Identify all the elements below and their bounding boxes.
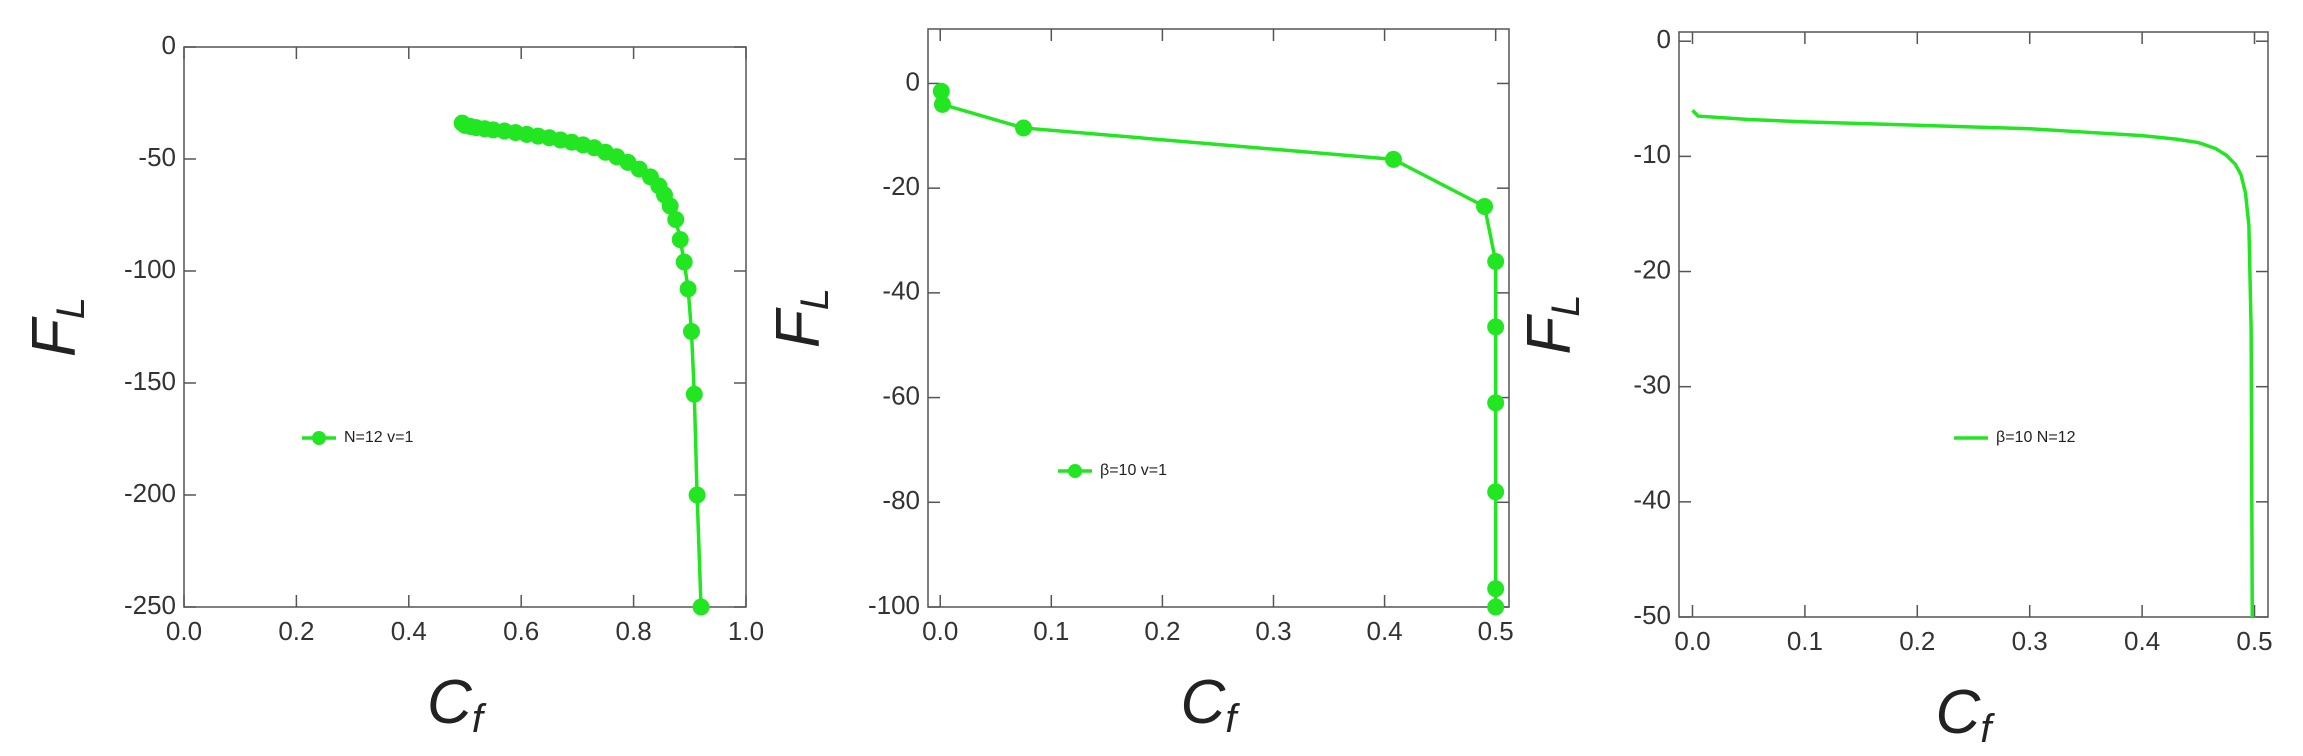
y-tick-label: 0 <box>906 66 920 96</box>
x-tick-label: 0.1 <box>1787 626 1823 656</box>
x-tick-label: 0.8 <box>616 616 652 646</box>
x-tick-label: 0.0 <box>1674 626 1710 656</box>
x-tick-label: 1.0 <box>728 616 764 646</box>
y-tick-label: -20 <box>882 171 920 201</box>
data-point <box>1015 119 1033 137</box>
x-tick-label: 0.4 <box>391 616 427 646</box>
x-tick-label: 0.3 <box>1255 616 1291 646</box>
y-axis-label-sub: L <box>1544 294 1588 316</box>
data-point <box>688 486 706 504</box>
data-point <box>932 82 950 100</box>
y-tick-label: -20 <box>1633 254 1671 284</box>
y-tick-label: -250 <box>124 590 176 620</box>
y-axis-label-sub: L <box>49 297 93 319</box>
data-point <box>1487 598 1505 616</box>
legend-marker <box>312 431 326 445</box>
x-tick-label: 0.4 <box>1367 616 1403 646</box>
plot-frame <box>927 28 1510 608</box>
data-point <box>685 385 703 403</box>
y-tick-label: 0 <box>162 30 176 60</box>
x-axis-label-sub: f <box>1980 707 1995 751</box>
x-axis-label-main: C <box>427 668 473 737</box>
legend-marker <box>1068 464 1082 478</box>
data-point <box>1487 318 1505 336</box>
x-tick-label: 0.0 <box>922 616 958 646</box>
y-axis-label: FL <box>1515 294 1587 354</box>
y-tick-label: -100 <box>868 590 920 620</box>
legend-label: N=12 v=1 <box>344 429 413 446</box>
x-axis-label-sub: f <box>1225 697 1240 741</box>
data-point <box>675 253 693 271</box>
data-point <box>692 598 710 616</box>
y-tick-label: -100 <box>124 254 176 284</box>
data-line <box>1691 109 2255 618</box>
data-point <box>1476 197 1494 215</box>
y-tick-label: -30 <box>1633 370 1671 400</box>
data-point <box>661 197 679 215</box>
x-tick-label: 0.3 <box>2012 626 2048 656</box>
x-tick-label: 0.0 <box>166 616 202 646</box>
x-axis-label: Cf <box>1936 678 1996 750</box>
y-axis-label: FL <box>764 288 836 348</box>
data-line <box>939 91 1498 607</box>
data-point <box>1487 252 1505 270</box>
x-tick-label: 0.4 <box>2124 626 2160 656</box>
y-axis-label: FL <box>20 297 92 357</box>
data-point <box>1487 483 1505 501</box>
data-point <box>667 210 685 228</box>
chart: 0.0 0.1 0.2 0.3 0.4 0.50-20-40-60-80-100CfFLβ… <box>764 28 1514 741</box>
x-axis-label-sub: f <box>472 697 487 741</box>
y-axis-label-main: F <box>1515 314 1584 355</box>
data-point <box>679 280 697 298</box>
x-tick-label: 0.1 <box>1033 616 1069 646</box>
data-point <box>682 322 700 340</box>
y-tick-label: -50 <box>1633 600 1671 630</box>
y-tick-label: 0 <box>1657 24 1671 54</box>
data-point <box>671 231 689 249</box>
y-tick-label: -40 <box>882 276 920 306</box>
y-tick-label: -200 <box>124 478 176 508</box>
legend-label: β=10 N=12 <box>1996 429 2076 446</box>
legend-label: β=10 v=1 <box>1100 462 1167 479</box>
x-tick-label: 0.2 <box>1144 616 1180 646</box>
y-axis-label-main: F <box>764 307 833 348</box>
x-axis-label-main: C <box>1936 678 1982 747</box>
plot-frame <box>1678 31 2269 618</box>
y-tick-label: -80 <box>882 485 920 515</box>
x-tick-label: 0.2 <box>278 616 314 646</box>
data-point <box>1384 150 1402 168</box>
x-tick-label: 0.5 <box>1478 616 1514 646</box>
y-tick-label: -60 <box>882 380 920 410</box>
x-tick-label: 0.5 <box>2236 626 2272 656</box>
y-tick-label: -50 <box>138 142 176 172</box>
x-axis-label: Cf <box>1181 668 1241 740</box>
y-tick-label: -40 <box>1633 485 1671 515</box>
x-tick-label: 0.6 <box>503 616 539 646</box>
data-point <box>1487 580 1505 598</box>
y-axis-label-main: F <box>20 316 89 357</box>
chart: 0.0 0.2 0.4 0.6 0.8 1.0 0 -50 -100 -150 -200 -250 Cf… <box>20 30 764 741</box>
y-tick-label: -10 <box>1633 139 1671 169</box>
y-tick-label: -150 <box>124 366 176 396</box>
x-axis-label-main: C <box>1181 668 1227 737</box>
plot-frame <box>183 46 747 608</box>
chart: 0.0 0.1 0.2 0.3 0.4 0.50-10-20-30-40-50CfFLβ=… <box>1515 24 2272 750</box>
data-point <box>1487 394 1505 412</box>
x-axis-label: Cf <box>427 668 487 740</box>
x-tick-label: 0.2 <box>1899 626 1935 656</box>
y-axis-label-sub: L <box>793 288 837 310</box>
data-point <box>933 95 951 113</box>
